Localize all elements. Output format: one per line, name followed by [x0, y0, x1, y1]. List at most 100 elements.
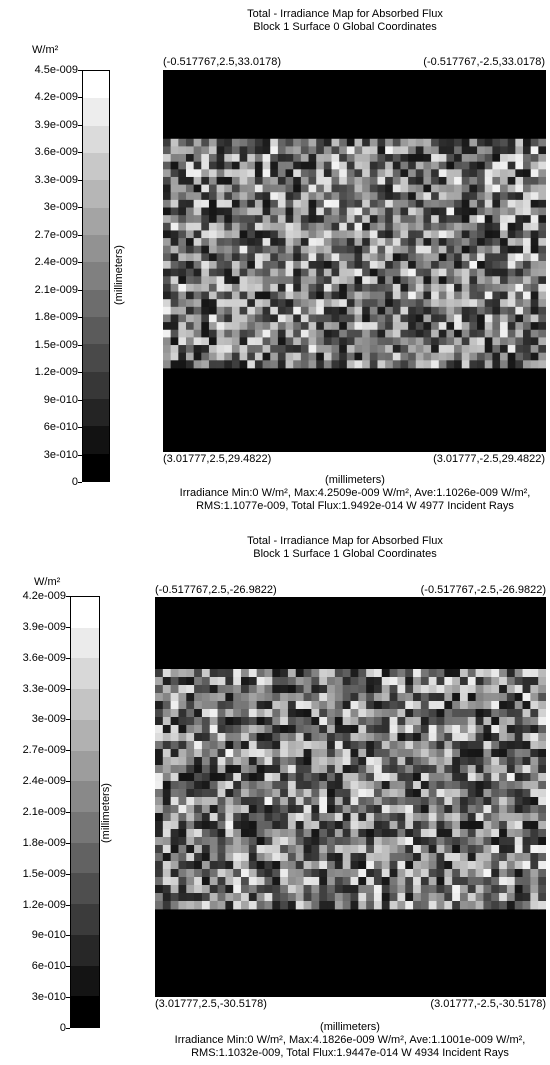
heatmap-cell	[413, 821, 422, 830]
heatmap-cell	[507, 329, 516, 338]
heatmap-cell	[423, 146, 432, 155]
heatmap-cell	[327, 685, 336, 694]
heatmap-cell	[350, 829, 359, 838]
heatmap-cell	[377, 230, 386, 239]
heatmap-cell	[319, 725, 328, 734]
heatmap-cell	[405, 733, 414, 742]
heatmap-cell	[400, 306, 409, 315]
heatmap-cell	[377, 138, 386, 147]
heatmap-cell	[217, 717, 226, 726]
heatmap-cell	[530, 717, 539, 726]
heatmap-cell	[254, 253, 263, 262]
heatmap-cell	[272, 749, 281, 758]
heatmap-cell	[366, 685, 375, 694]
heatmap-cell	[354, 345, 363, 354]
heatmap-cell	[155, 701, 164, 710]
corner-bottom-right: (3.01777,-2.5,29.4822)	[433, 453, 545, 465]
heatmap-cell	[492, 253, 501, 262]
heatmap-cell	[373, 829, 383, 838]
heatmap-cell	[334, 829, 344, 838]
heatmap-cell	[397, 877, 406, 886]
heatmap-cell	[467, 805, 477, 814]
heatmap-cell	[334, 765, 344, 774]
heatmap-cell	[300, 268, 309, 277]
heatmap-cell	[256, 877, 265, 886]
legend-tick-label: 1.2e-009	[34, 366, 78, 379]
heatmap-cell	[385, 276, 394, 285]
heatmap-cell	[155, 765, 164, 774]
heatmap-cell	[287, 669, 297, 678]
heatmap-cell	[405, 885, 414, 894]
heatmap-cell	[499, 845, 508, 854]
heatmap-cell	[377, 268, 386, 277]
heatmap-cell	[477, 154, 486, 163]
heatmap-cell	[280, 773, 289, 782]
heatmap-cell	[308, 345, 317, 354]
heatmap-cell	[248, 669, 258, 678]
heatmap-cell	[327, 861, 336, 870]
heatmap-cell	[331, 146, 340, 155]
heatmap-cell	[231, 184, 240, 193]
heatmap-cell	[377, 245, 386, 254]
heatmap-cell	[233, 709, 242, 718]
heatmap-cell	[423, 192, 432, 201]
heatmap-cell	[342, 669, 351, 678]
heatmap-cell	[408, 268, 417, 277]
heatmap-cell	[444, 797, 453, 806]
heatmap-cell	[420, 885, 430, 894]
heatmap-cell	[285, 299, 294, 308]
heatmap-cell	[163, 299, 172, 308]
legend-unit: W/m²	[32, 44, 59, 56]
heatmap-cell	[285, 161, 294, 170]
heatmap-cell	[444, 813, 453, 822]
heatmap-cell	[201, 765, 211, 774]
heatmap-cell	[280, 765, 289, 774]
heatmap-cell	[484, 222, 493, 231]
heatmap-cell	[522, 829, 531, 838]
heatmap-cell	[444, 693, 453, 702]
heatmap-cell	[373, 725, 383, 734]
heatmap-cell	[373, 837, 383, 846]
heatmap-cell	[507, 314, 516, 323]
heatmap-cell	[469, 268, 478, 277]
heatmap-cell	[162, 741, 172, 750]
legend-unit: W/m²	[34, 576, 61, 588]
heatmap-cell	[277, 268, 286, 277]
heatmap-cell	[170, 245, 179, 254]
heatmap-cell	[369, 337, 378, 346]
heatmap-cell	[428, 741, 437, 750]
heatmap-cell	[300, 192, 309, 201]
heatmap-cell	[530, 813, 539, 822]
heatmap-cell	[381, 893, 390, 902]
heatmap-cell	[500, 215, 509, 224]
heatmap-cell	[178, 276, 187, 285]
heatmap-cell	[467, 869, 477, 878]
heatmap-cell	[239, 138, 248, 147]
heatmap-cell	[231, 192, 240, 201]
heatmap-cell	[280, 725, 289, 734]
heatmap-cell	[295, 757, 304, 766]
heatmap-cell	[280, 749, 289, 758]
heatmap-cell	[413, 813, 422, 822]
heatmap-cell	[483, 797, 492, 806]
scale-swatch	[71, 750, 99, 782]
heatmap-cell	[311, 797, 320, 806]
heatmap-cell	[362, 161, 371, 170]
heatmap-cell	[477, 161, 486, 170]
heatmap-cell	[499, 781, 508, 790]
heatmap-cell	[362, 337, 371, 346]
heatmap-cell	[477, 283, 486, 292]
heatmap-cell	[264, 781, 273, 790]
heatmap-cell	[514, 741, 523, 750]
heatmap-cell	[208, 207, 218, 216]
heatmap-cell	[241, 757, 250, 766]
heatmap-cell	[413, 853, 422, 862]
heatmap-cell	[484, 337, 493, 346]
heatmap-cell	[201, 893, 211, 902]
heatmap-cell	[483, 805, 492, 814]
heatmap-cell	[155, 789, 164, 798]
heatmap-cell	[408, 207, 417, 216]
heatmap-cell	[461, 345, 470, 354]
heatmap-cell	[413, 701, 422, 710]
heatmap-cell	[186, 829, 195, 838]
